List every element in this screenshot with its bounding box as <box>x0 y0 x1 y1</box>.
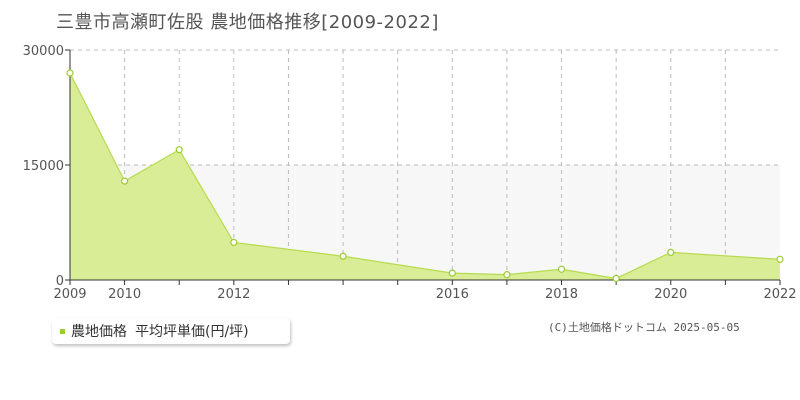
x-tick-label: 2020 <box>654 287 687 302</box>
data-point <box>339 252 347 260</box>
y-tick-label: 30000 <box>23 44 64 59</box>
data-point <box>612 274 620 283</box>
x-tick-label: 2022 <box>763 287 796 302</box>
data-point <box>448 269 456 277</box>
y-tick-label: 0 <box>56 274 64 289</box>
copyright-text: (C)土地価格ドットコム 2025-05-05 <box>548 321 740 334</box>
data-point <box>667 248 675 256</box>
area-fill <box>70 73 780 280</box>
data-point <box>557 265 566 273</box>
legend-swatch <box>60 328 65 334</box>
data-point <box>121 177 129 185</box>
x-tick-label: 2009 <box>53 287 86 302</box>
legend-series-label: 農地価格 <box>71 324 127 340</box>
x-tick-label: 2018 <box>545 287 578 302</box>
data-point <box>175 146 183 154</box>
x-tick-label: 2012 <box>217 287 250 302</box>
x-tick-label: 2010 <box>108 287 141 302</box>
y-tick-label: 15000 <box>23 159 64 174</box>
data-point <box>66 69 74 77</box>
data-point <box>230 238 238 247</box>
data-point <box>503 271 511 279</box>
legend: 農地価格 平均坪単価(円/坪) <box>52 318 290 344</box>
data-point <box>776 255 784 263</box>
x-tick-label: 2016 <box>436 287 469 302</box>
chart-title: 三豊市高瀬町佐股 農地価格推移[2009-2022] <box>56 12 439 33</box>
legend-unit-label: 平均坪単価(円/坪) <box>135 324 249 340</box>
